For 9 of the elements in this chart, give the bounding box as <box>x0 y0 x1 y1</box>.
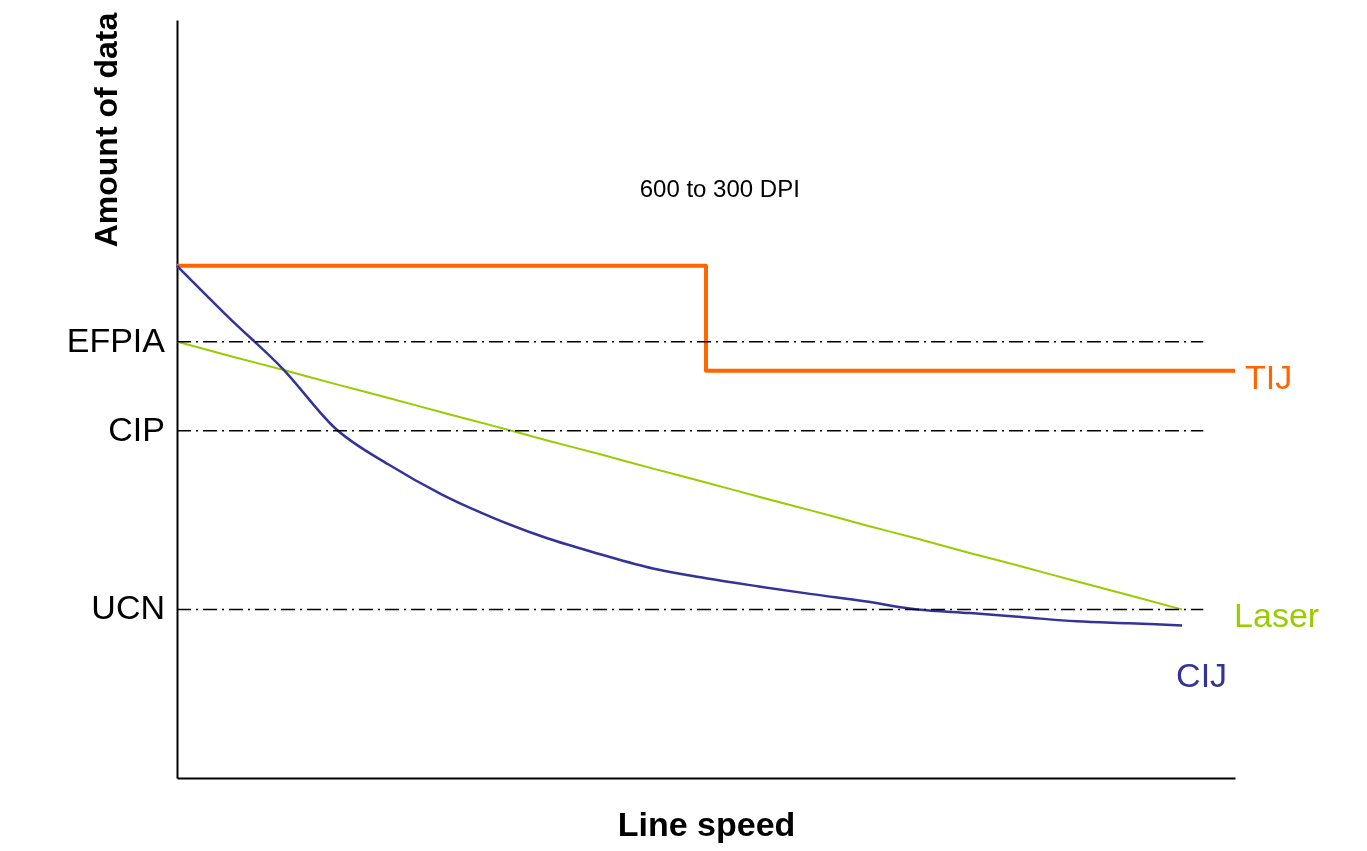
x-axis-title: Line speed <box>617 804 796 843</box>
ref-line-label: UCN <box>91 588 165 627</box>
series-label: Laser <box>1234 596 1320 635</box>
ref-line-label: EFPIA <box>66 320 166 359</box>
y-axis-title: Amount of data <box>88 12 124 248</box>
text: 600 to 300 DPI <box>639 175 800 202</box>
series-label: CIJ <box>1176 656 1228 695</box>
ref-line-label: CIP <box>108 409 165 448</box>
series-label: TIJ <box>1245 357 1293 396</box>
